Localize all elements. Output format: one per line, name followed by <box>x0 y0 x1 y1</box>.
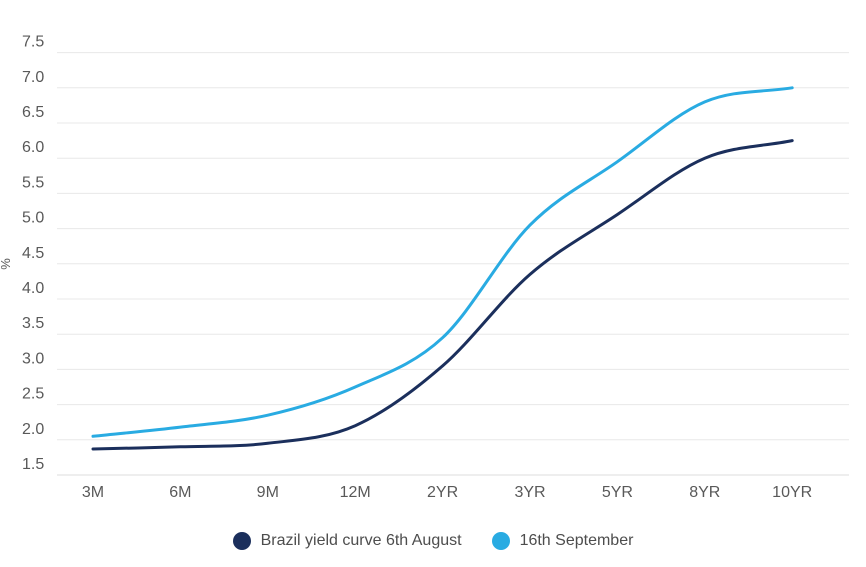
y-tick-label: 3.0 <box>22 350 44 367</box>
x-tick-label: 3YR <box>514 484 545 501</box>
y-axis-title: % <box>0 258 13 270</box>
y-tick-label: 2.0 <box>22 421 44 438</box>
x-tick-label: 9M <box>257 484 279 501</box>
chart-canvas: 7.5 7.0 6.5 6.0 5.5 5.0 4.5 4.0 3.5 3.0 2.5 2.0 1.5 3… <box>0 34 849 501</box>
y-tick-label: 7.0 <box>22 69 44 86</box>
x-tick-label: 8YR <box>689 484 720 501</box>
y-tick-label: 7.5 <box>22 34 44 51</box>
x-tick-label: 6M <box>169 484 191 501</box>
chart-legend: Brazil yield curve 6th August 16th Septe… <box>0 524 866 558</box>
y-tick-label: 2.5 <box>22 386 44 403</box>
legend-item-september[interactable]: 16th September <box>491 532 634 550</box>
series-line-1 <box>91 86 794 438</box>
x-tick-label: 10YR <box>772 484 812 501</box>
x-tick-label: 2YR <box>427 484 458 501</box>
y-tick-label: 5.0 <box>22 210 44 227</box>
yield-curve-chart: 7.5 7.0 6.5 6.0 5.5 5.0 4.5 4.0 3.5 3.0 2.5 2.0 1.5 3… <box>0 34 849 501</box>
legend-marker-september-icon <box>491 532 510 550</box>
legend-marker-august-icon <box>232 532 251 550</box>
y-tick-label: 3.5 <box>22 315 44 332</box>
x-tick-label: 12M <box>340 484 371 501</box>
x-tick-label: 5YR <box>602 484 633 501</box>
legend-label-august: Brazil yield curve 6th August <box>260 532 462 549</box>
y-tick-label: 5.5 <box>22 174 44 191</box>
y-tick-label: 6.5 <box>22 104 44 121</box>
y-tick-label: 1.5 <box>22 456 44 473</box>
y-tick-label: 6.0 <box>22 139 44 156</box>
legend-item-august[interactable]: Brazil yield curve 6th August <box>232 532 462 550</box>
y-tick-label: 4.5 <box>22 245 44 262</box>
legend-label-september: 16th September <box>519 532 634 549</box>
series-line-0 <box>91 139 794 451</box>
y-tick-label: 4.0 <box>22 280 44 297</box>
x-tick-label: 3M <box>82 484 104 501</box>
